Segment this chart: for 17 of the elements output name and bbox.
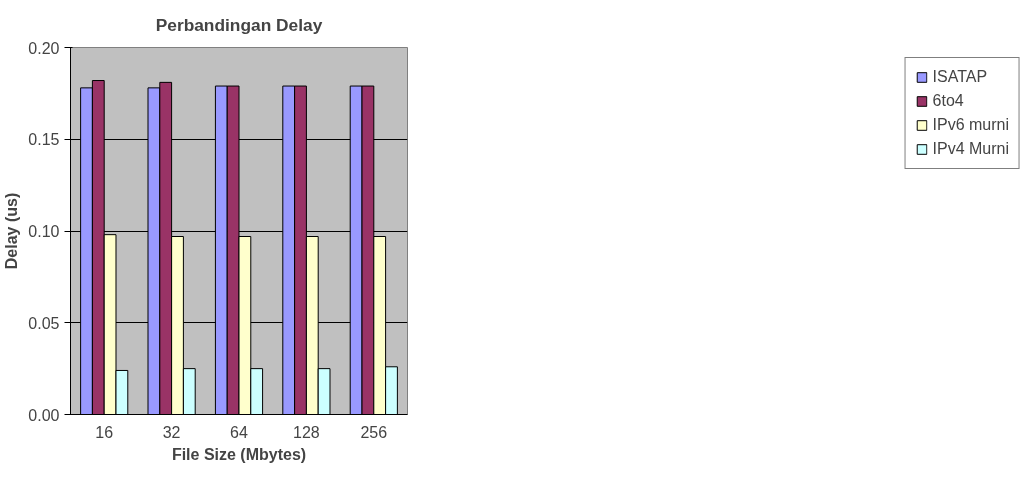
- y-tick-label: 0.05: [28, 314, 60, 332]
- x-tick-label: 16: [95, 423, 114, 441]
- x-tick-label: 64: [230, 423, 248, 441]
- x-tick-label: 256: [360, 423, 388, 441]
- x-tick-label: 128: [293, 423, 320, 441]
- x-axis-title: File Size (Mbytes): [171, 445, 307, 463]
- y-tick-label: 0.20: [28, 39, 60, 57]
- x-tick-label: 32: [162, 423, 181, 441]
- y-tick-label: 0.15: [28, 131, 60, 149]
- chart-title: Perbandingan Delay: [155, 15, 323, 35]
- legend-label: ISATAP: [932, 68, 988, 86]
- y-axis-title: Delay (us): [3, 192, 21, 270]
- y-tick-label: 0.10: [28, 223, 60, 240]
- legend-label: 6to4: [932, 92, 964, 110]
- legend-label: IPv6 murni: [932, 116, 1009, 134]
- y-tick-label: 0.00: [28, 406, 60, 424]
- legend-label: IPv4 Murni: [932, 140, 1009, 158]
